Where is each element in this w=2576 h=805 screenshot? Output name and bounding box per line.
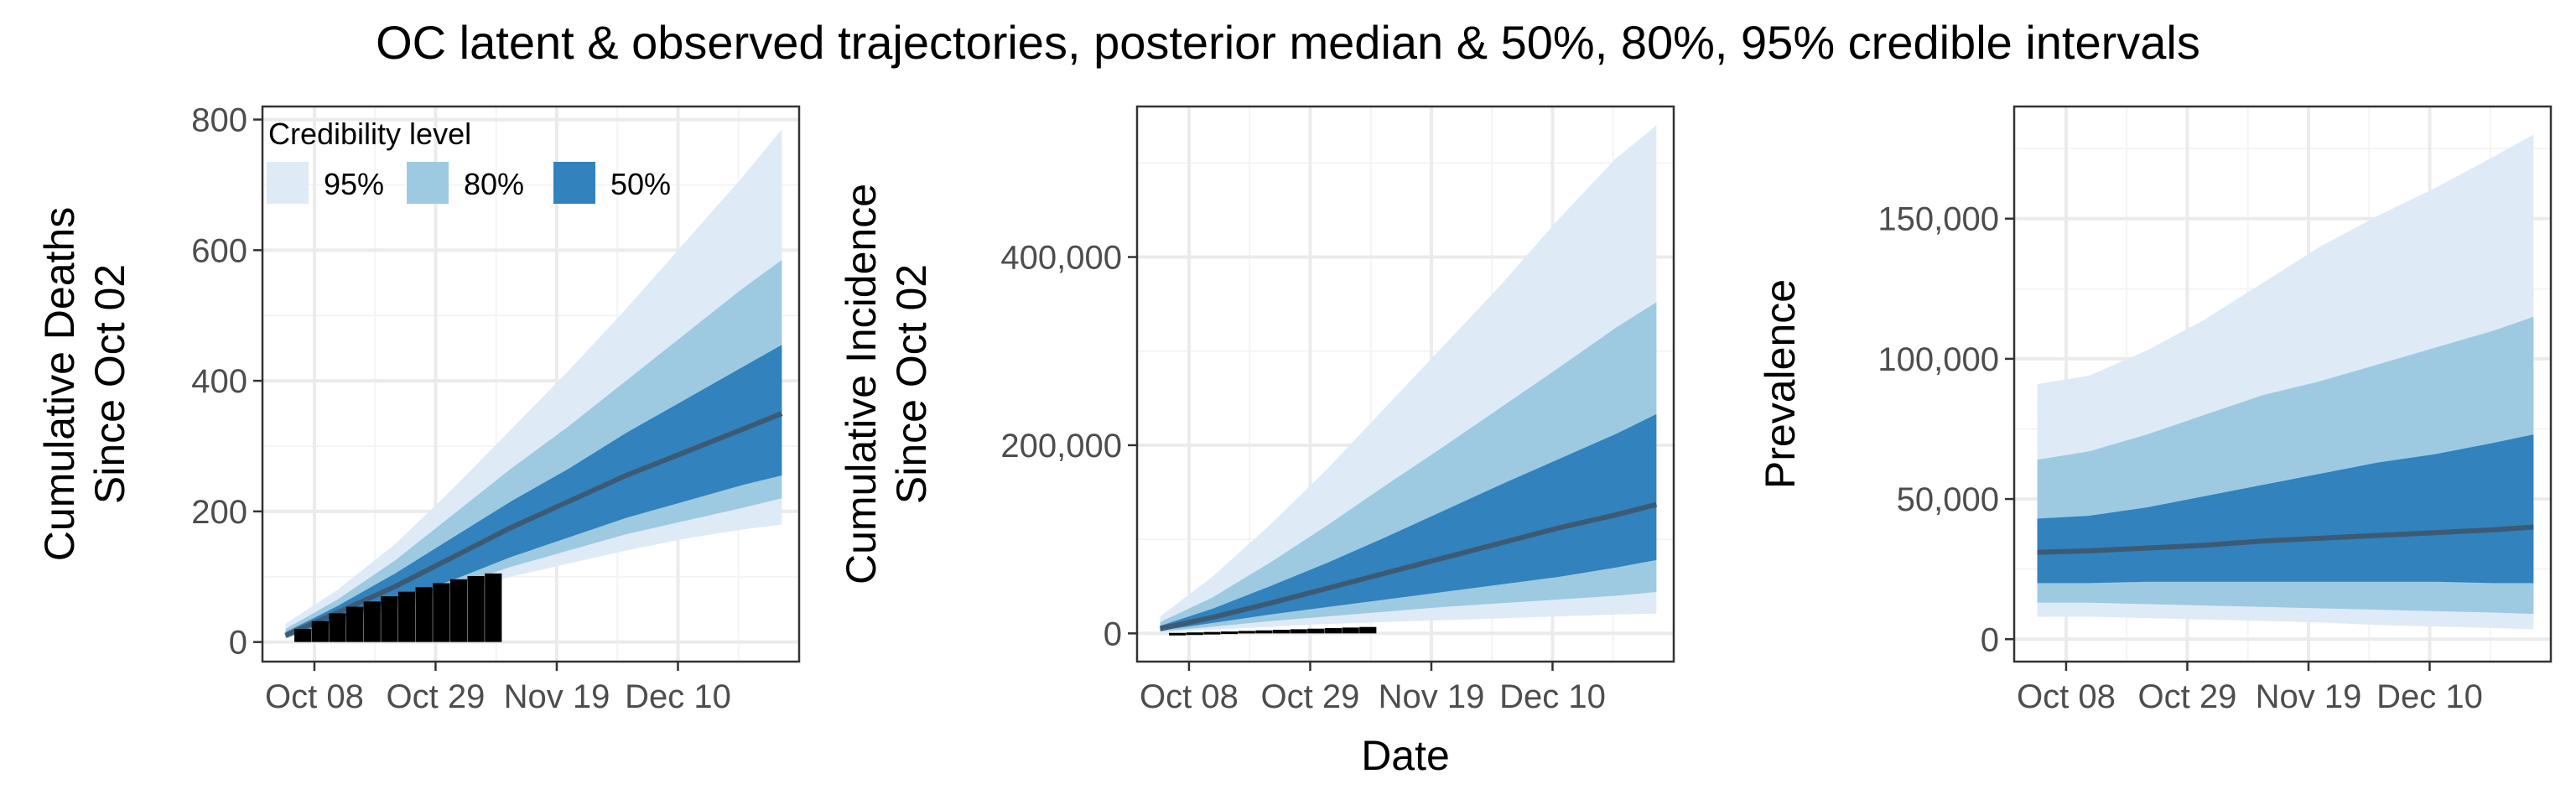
observed-bar <box>1307 628 1325 634</box>
observed-bar <box>294 629 312 642</box>
y-axis-title: Since Oct 02 <box>888 264 935 504</box>
legend-title: Credibility level <box>268 117 471 151</box>
panel-2: Oct 08 Oct 29 Nov 19 Dec 10 0 200,000 400,000 C… <box>838 105 1675 715</box>
observed-bar <box>449 579 468 642</box>
y-tick-label: 200,000 <box>1000 428 1122 465</box>
legend-key-80 <box>407 162 449 204</box>
observed-bar <box>397 591 416 642</box>
y-axis-title: Prevalence <box>1757 279 1804 489</box>
observed-bar <box>1255 630 1273 634</box>
y-tick-label: 0 <box>1104 615 1122 652</box>
x-tick-label: Oct 29 <box>1261 678 1360 715</box>
panel-1: Oct 08 Oct 29 Nov 19 Dec 10 0 200 400 600 800 Cum… <box>36 102 801 715</box>
panel-border <box>2012 105 2553 663</box>
x-tick-label: Nov 19 <box>2256 678 2362 715</box>
y-tick-label: 150,000 <box>1877 201 1999 238</box>
x-tick-label: Nov 19 <box>1379 678 1485 715</box>
panel-border <box>1135 105 1675 663</box>
median-line <box>1159 501 1658 631</box>
figure-title: OC latent & observed trajectories, poste… <box>376 16 2200 69</box>
y-tick-label: 50,000 <box>1897 481 1999 518</box>
observed-bar <box>1272 630 1291 634</box>
y-tick-label: 400,000 <box>1000 240 1122 277</box>
band-50 <box>1160 413 1657 631</box>
observed-bar <box>433 583 450 642</box>
y-tick-label: 200 <box>191 494 247 531</box>
x-tick-label: Nov 19 <box>504 678 610 715</box>
observed-bar <box>1359 626 1377 634</box>
x-tick-label: Oct 08 <box>265 678 364 715</box>
observed-bar <box>311 621 329 642</box>
x-tick-label: Oct 29 <box>387 678 486 715</box>
observed-bar <box>1238 631 1255 634</box>
panel-3: Oct 08 Oct 29 Nov 19 Dec 10 0 50,000 100,000 15… <box>1757 105 2553 715</box>
legend-key-50 <box>553 162 595 204</box>
x-tick-label: Dec 10 <box>625 678 731 715</box>
x-tick-label: Dec 10 <box>2376 678 2483 715</box>
y-tick-label: 0 <box>1981 621 1999 658</box>
band-50 <box>285 345 782 637</box>
y-axis-title: Cumulative Deaths <box>36 207 83 561</box>
observed-bar <box>485 573 502 642</box>
observed-bar <box>1342 627 1359 634</box>
x-tick-label: Oct 08 <box>1140 678 1239 715</box>
y-tick-label: 800 <box>191 102 247 139</box>
observed-bar <box>1186 632 1203 636</box>
y-tick-label: 600 <box>191 232 247 269</box>
x-tick-label: Oct 08 <box>2017 678 2116 715</box>
y-tick-label: 100,000 <box>1877 341 1999 378</box>
observed-bar <box>1324 628 1343 634</box>
legend-label: 95% <box>324 167 384 201</box>
observed-bar <box>1203 631 1221 635</box>
legend-label: 80% <box>464 167 524 201</box>
observed-bar <box>381 596 398 642</box>
panel-border <box>261 105 801 663</box>
observed-bar <box>329 613 346 642</box>
y-axis-title: Since Oct 02 <box>86 264 133 504</box>
observed-bar <box>415 587 433 642</box>
median-line <box>2037 524 2534 555</box>
observed-bar <box>345 606 364 642</box>
y-tick-label: 400 <box>191 363 247 400</box>
x-axis-title: Date <box>1361 732 1450 779</box>
median-line <box>284 411 783 638</box>
observed-bar <box>1169 632 1187 636</box>
x-tick-label: Oct 29 <box>2138 678 2237 715</box>
observed-bar <box>1290 629 1307 634</box>
y-tick-label: 0 <box>229 625 247 662</box>
legend: Credibility level 95% 80% 50% <box>267 117 671 204</box>
x-tick-label: Dec 10 <box>1499 678 1606 715</box>
legend-label: 50% <box>610 167 671 201</box>
observed-bar <box>1220 631 1239 635</box>
observed-bar <box>363 601 381 642</box>
y-axis-title: Cumulative Incidence <box>838 184 885 584</box>
legend-key-95 <box>267 162 309 204</box>
observed-bar <box>467 575 485 642</box>
